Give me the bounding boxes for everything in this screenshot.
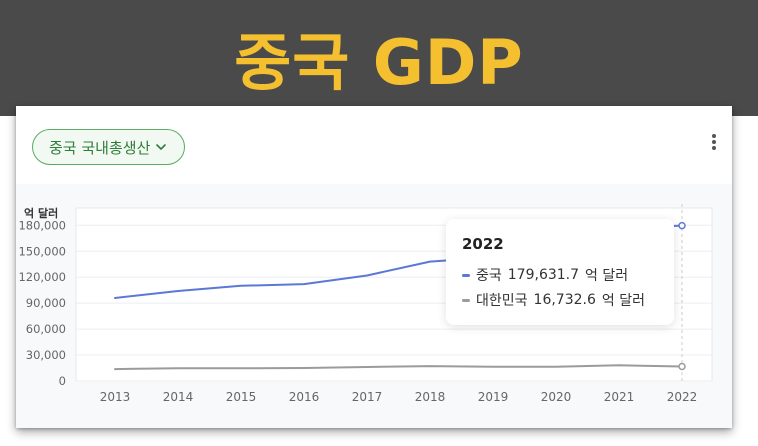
tooltip-series-value: 179,631.7 — [507, 267, 580, 283]
chart-card: 중국 국내총생산 억 달러 0 30,000 60,000 90,000 120,000… — [16, 106, 732, 428]
x-tick-label: 2016 — [289, 390, 320, 404]
tooltip-row-korea: 대한민국 16,732.6 억 달러 — [462, 290, 645, 310]
y-tick-label: 60,000 — [26, 322, 66, 336]
x-tick-label: 2018 — [415, 390, 446, 404]
data-point — [678, 221, 686, 230]
indicator-select-chip[interactable]: 중국 국내총생산 — [32, 129, 186, 165]
chart-tooltip: 2022 중국 179,631.7 억 달러 대한민국 16,732.6 억 달… — [446, 219, 674, 325]
y-tick-label: 180,000 — [18, 218, 66, 232]
x-tick-label: 2014 — [163, 390, 194, 404]
x-tick-label: 2022 — [667, 390, 698, 404]
x-tick-label: 2019 — [478, 390, 509, 404]
tooltip-series-unit: 억 달러 — [585, 268, 629, 284]
kebab-menu-icon[interactable] — [705, 132, 723, 154]
data-point — [678, 362, 686, 371]
tooltip-series-name: 중국 — [476, 268, 502, 284]
y-tick-label: 120,000 — [18, 270, 66, 284]
x-tick-label: 2021 — [604, 390, 635, 404]
tooltip-year: 2022 — [462, 235, 504, 253]
tooltip-series-unit: 억 달러 — [601, 293, 645, 309]
series-line-korea — [114, 364, 683, 371]
tooltip-series-value: 16,732.6 — [533, 292, 596, 308]
x-tick-label: 2017 — [352, 390, 383, 404]
page-title: 중국 GDP — [234, 26, 524, 99]
y-tick-label: 150,000 — [18, 244, 66, 258]
chevron-down-icon — [156, 144, 167, 150]
series-swatch — [462, 273, 470, 277]
tooltip-series-name: 대한민국 — [476, 293, 528, 309]
x-tick-label: 2015 — [226, 390, 257, 404]
tooltip-row-china: 중국 179,631.7 억 달러 — [462, 265, 628, 285]
x-tick-label: 2020 — [541, 390, 572, 404]
y-axis-unit-label: 억 달러 — [24, 207, 59, 220]
y-tick-label: 0 — [59, 374, 66, 388]
y-tick-label: 90,000 — [26, 296, 66, 310]
chip-label: 중국 국내총생산 — [49, 138, 151, 157]
x-tick-label: 2013 — [100, 390, 131, 404]
series-swatch — [462, 298, 470, 302]
y-tick-label: 30,000 — [26, 348, 66, 362]
